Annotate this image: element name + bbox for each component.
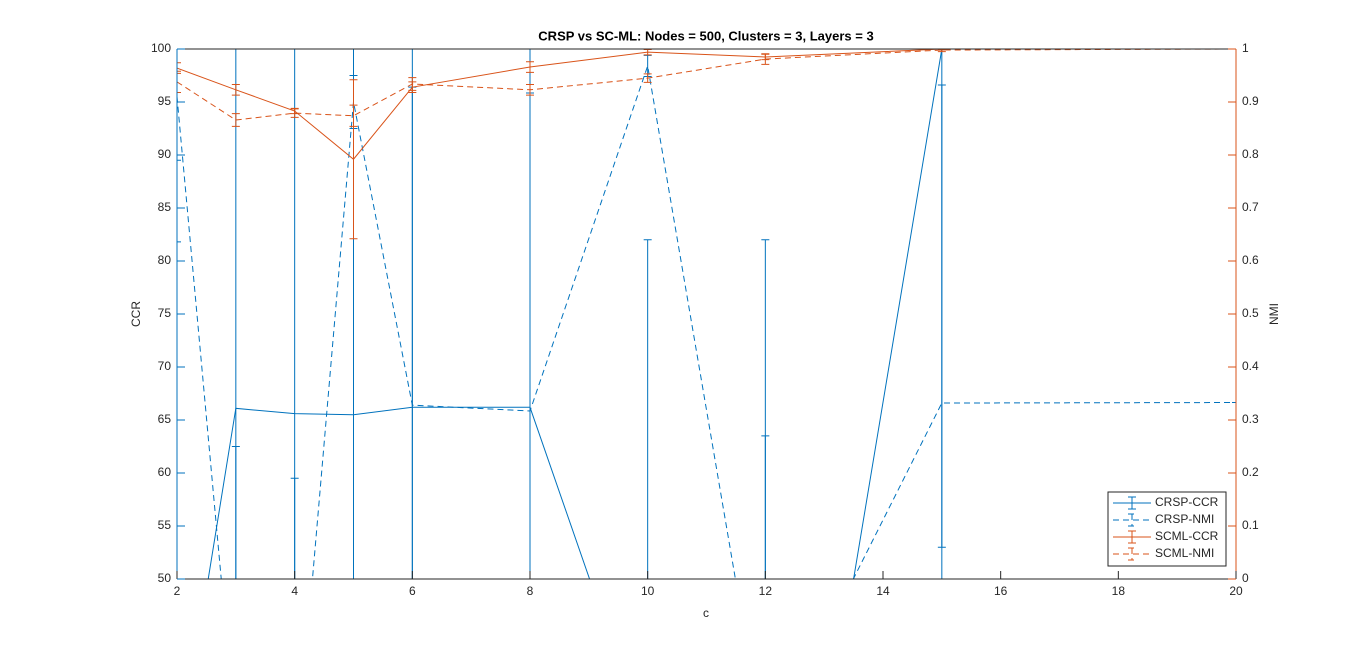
error-bar: [177, 49, 181, 161]
legend-symbol: [1113, 496, 1151, 510]
error-bar: [937, 49, 946, 53]
error-bar: [177, 70, 181, 93]
legend-symbol: [1113, 547, 1151, 561]
y2-tick-label: 0.4: [1242, 359, 1259, 373]
error-bar: [349, 104, 358, 127]
error-bar: [526, 61, 534, 73]
x-axis-label: c: [703, 606, 709, 620]
error-bar: [526, 84, 534, 96]
x-tick-label: 16: [994, 584, 1008, 598]
y2-tick-label: 0.1: [1242, 518, 1259, 532]
x-tick-label: 18: [1112, 584, 1126, 598]
error-bar: [231, 446, 240, 579]
error-bar: [408, 77, 417, 91]
x-tick-label: 20: [1229, 584, 1243, 598]
error-bar: [643, 73, 652, 83]
legend-symbol: [1113, 530, 1151, 544]
y-tick-label: 70: [158, 359, 172, 373]
error-bar: [231, 84, 240, 96]
error-bar: [349, 79, 358, 240]
y2-tick-label: 0.5: [1242, 306, 1259, 320]
error-bar: [290, 108, 299, 118]
error-bar: [408, 86, 417, 579]
y-tick-label: 85: [158, 200, 172, 214]
legend-label: SCML-NMI: [1155, 546, 1214, 560]
y2-tick-label: 0.2: [1242, 465, 1259, 479]
x-tick-label: 14: [876, 584, 890, 598]
error-bar: [761, 435, 770, 579]
legend-label: CRSP-CCR: [1155, 495, 1219, 509]
chart-title: CRSP vs SC-ML: Nodes = 500, Clusters = 3…: [538, 28, 873, 43]
x-tick-label: 2: [174, 584, 181, 598]
error-bar: [643, 49, 652, 56]
series-line: [177, 49, 1236, 160]
series-line: [207, 49, 1236, 579]
y2-tick-label: 0.3: [1242, 412, 1259, 426]
y-tick-label: 50: [158, 571, 172, 585]
x-tick-label: 6: [409, 584, 416, 598]
y-tick-label: 80: [158, 253, 172, 267]
error-bar: [235, 49, 237, 579]
error-bar: [761, 53, 770, 65]
error-bar: [231, 113, 240, 127]
y2-tick-label: 0.7: [1242, 200, 1259, 214]
plot-area: [177, 49, 1236, 579]
error-bar: [290, 477, 299, 579]
y-tick-label: 75: [158, 306, 172, 320]
legend-symbol: [1113, 513, 1151, 527]
error-bar: [643, 239, 652, 579]
y2-tick-label: 0.9: [1242, 94, 1259, 108]
error-bar: [526, 92, 534, 579]
y-tick-label: 95: [158, 94, 172, 108]
y-tick-label: 90: [158, 147, 172, 161]
y-tick-label: 60: [158, 465, 172, 479]
y-tick-label: 55: [158, 518, 172, 532]
error-bar: [643, 54, 652, 78]
error-bar: [177, 241, 181, 579]
y-tick-label: 100: [151, 41, 171, 55]
y-axis-label: CCR: [129, 301, 143, 327]
y2-tick-label: 1: [1242, 41, 1249, 55]
error-bar: [294, 49, 296, 579]
error-bar: [937, 84, 946, 579]
x-tick-label: 12: [759, 584, 773, 598]
x-tick-label: 10: [641, 584, 655, 598]
y2-tick-label: 0.6: [1242, 253, 1259, 267]
series-line: [177, 65, 1236, 579]
legend-label: SCML-CCR: [1155, 529, 1219, 543]
x-tick-label: 4: [291, 584, 298, 598]
y2-tick-label: 0: [1242, 571, 1249, 585]
y2-axis-label: NMI: [1267, 303, 1281, 325]
legend-label: CRSP-NMI: [1155, 512, 1214, 526]
series-line: [177, 49, 1236, 121]
y2-tick-label: 0.8: [1242, 147, 1259, 161]
y-tick-label: 65: [158, 412, 172, 426]
error-bar: [177, 62, 181, 74]
x-tick-label: 8: [527, 584, 534, 598]
